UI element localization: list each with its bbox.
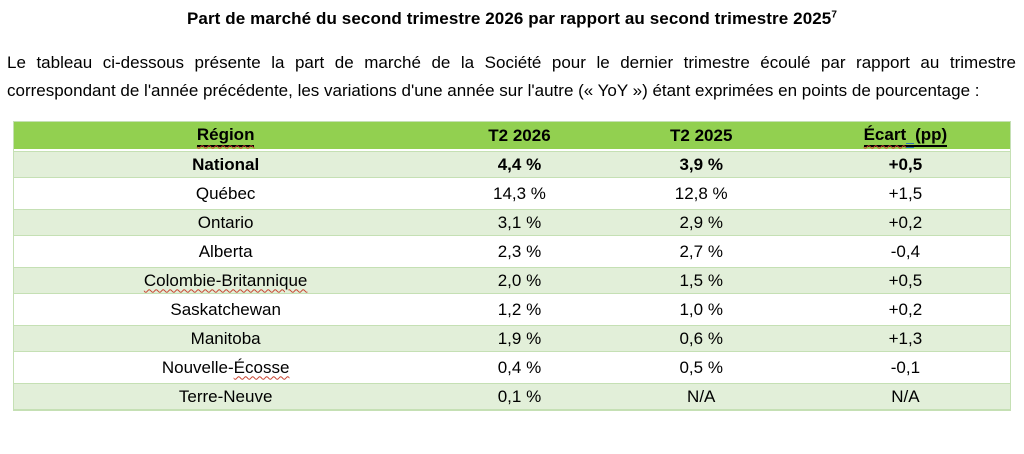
- value-cell: +0,5: [800, 151, 1010, 180]
- value-cell: 2,3 %: [437, 238, 602, 267]
- region-cell: Terre-Neuve: [14, 383, 438, 410]
- table-row: National 4,4 % 3,9 % +0,5: [14, 151, 1010, 180]
- region-cell: Colombie-Britannique: [14, 267, 438, 296]
- value-cell: 14,3 %: [437, 180, 602, 209]
- value-cell: -0,4: [800, 238, 1010, 267]
- column-header-label: T2 2025: [670, 126, 732, 146]
- value-cell: +1,3: [800, 325, 1010, 354]
- region-cell: Québec: [14, 180, 438, 209]
- table-row: Alberta 2,3 % 2,7 % -0,4: [14, 238, 1010, 267]
- region-text: Terre-Neuve: [178, 386, 273, 406]
- value-cell: 1,9 %: [437, 325, 602, 354]
- market-share-table: Région T2 2026 T2 2025 Écart (pp) National 4…: [13, 121, 1011, 411]
- header-text: (pp): [915, 124, 948, 144]
- region-cell: Nouvelle-Écosse: [14, 354, 438, 383]
- column-header: T2 2026: [437, 122, 602, 151]
- value-cell: -0,1: [800, 354, 1010, 383]
- value-cell: 0,1 %: [437, 383, 602, 410]
- region-text: Saskatchewan: [170, 299, 281, 319]
- value-cell: +1,5: [800, 180, 1010, 209]
- value-cell: +0,2: [800, 296, 1010, 325]
- region-cell: Manitoba: [14, 325, 438, 354]
- value-cell: +0,2: [800, 209, 1010, 238]
- column-header: T2 2025: [601, 122, 801, 151]
- header-text: [906, 125, 915, 148]
- column-header: Région: [14, 122, 438, 151]
- column-header: Écart (pp): [800, 122, 1010, 151]
- region-text: Alberta: [198, 241, 253, 261]
- value-cell: N/A: [800, 383, 1010, 410]
- table-row: Colombie-Britannique 2,0 % 1,5 % +0,5: [14, 267, 1010, 296]
- page-title: Part de marché du second trimestre 2026 …: [10, 9, 1014, 29]
- header-text: Région: [196, 124, 255, 144]
- region-text: Manitoba: [190, 328, 261, 348]
- value-cell: 1,0 %: [601, 296, 801, 325]
- header-text: T2 2025: [670, 125, 733, 145]
- column-header-label: T2 2026: [488, 126, 550, 146]
- value-cell: 2,0 %: [437, 267, 602, 296]
- title-text: Part de marché du second trimestre 2026 …: [186, 9, 832, 28]
- table-row: Manitoba 1,9 % 0,6 % +1,3: [14, 325, 1010, 354]
- region-text: National: [192, 154, 260, 174]
- value-cell: N/A: [601, 383, 801, 410]
- region-text: Ontario: [197, 212, 254, 232]
- value-cell: +0,5: [800, 267, 1010, 296]
- value-cell: 0,6 %: [601, 325, 801, 354]
- document-page: Part de marché du second trimestre 2026 …: [0, 9, 1024, 454]
- intro-paragraph: Le tableau ci-dessous présente la part d…: [7, 53, 1016, 100]
- table-header-row: Région T2 2026 T2 2025 Écart (pp): [14, 122, 1010, 151]
- column-header-label: Écart (pp): [863, 124, 948, 148]
- value-cell: 0,5 %: [601, 354, 801, 383]
- value-cell: 1,2 %: [437, 296, 602, 325]
- region-cell: Ontario: [14, 209, 438, 238]
- table-row: Ontario 3,1 % 2,9 % +0,2: [14, 209, 1010, 238]
- region-text: Nouvelle-: [161, 357, 234, 377]
- column-header-label: Région: [196, 124, 255, 147]
- table-row: Nouvelle-Écosse 0,4 % 0,5 % -0,1: [14, 354, 1010, 383]
- value-cell: 3,1 %: [437, 209, 602, 238]
- value-cell: 2,9 %: [601, 209, 801, 238]
- value-cell: 4,4 %: [437, 151, 602, 180]
- value-cell: 12,8 %: [601, 180, 801, 209]
- footnote-reference: 7: [831, 9, 838, 21]
- region-cell: Alberta: [14, 238, 438, 267]
- table-row: Saskatchewan 1,2 % 1,0 % +0,2: [14, 296, 1010, 325]
- table-row: Terre-Neuve 0,1 % N/A N/A: [14, 383, 1010, 410]
- table-body: National 4,4 % 3,9 % +0,5 Québec 14,3 % 12,8 %…: [14, 151, 1010, 410]
- header-text: T2 2026: [488, 125, 551, 145]
- value-cell: 1,5 %: [601, 267, 801, 296]
- value-cell: 0,4 %: [437, 354, 602, 383]
- region-cell: Saskatchewan: [14, 296, 438, 325]
- region-cell: National: [14, 151, 438, 180]
- region-text: Colombie-Britannique: [143, 270, 308, 290]
- region-text: Québec: [195, 183, 256, 203]
- region-text: Écosse: [233, 357, 290, 377]
- header-text: Écart: [863, 124, 907, 144]
- value-cell: 2,7 %: [601, 238, 801, 267]
- value-cell: 3,9 %: [601, 151, 801, 180]
- table-row: Québec 14,3 % 12,8 % +1,5: [14, 180, 1010, 209]
